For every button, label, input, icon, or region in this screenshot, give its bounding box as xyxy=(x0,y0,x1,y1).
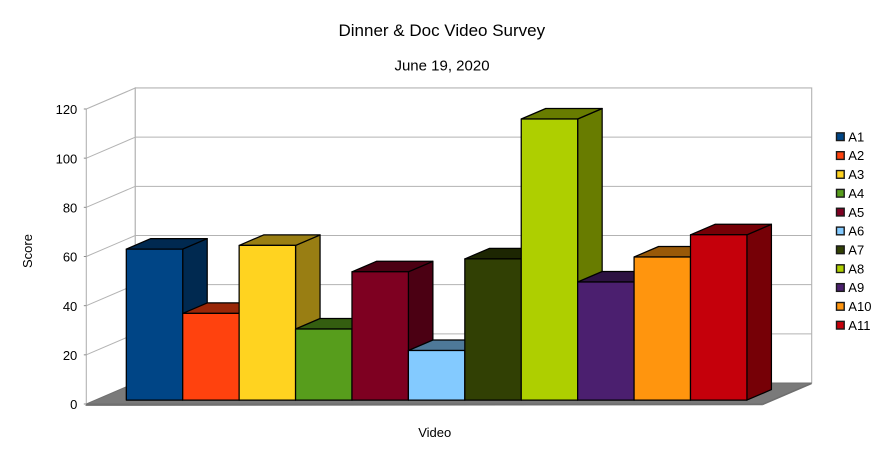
svg-text:A4: A4 xyxy=(848,186,864,201)
svg-text:A8: A8 xyxy=(848,261,864,276)
svg-text:0: 0 xyxy=(70,397,77,412)
svg-text:120: 120 xyxy=(56,102,78,117)
svg-text:Video: Video xyxy=(418,425,451,440)
svg-text:100: 100 xyxy=(56,151,78,166)
svg-text:A1: A1 xyxy=(848,129,864,144)
svg-text:A9: A9 xyxy=(848,280,864,295)
svg-text:A11: A11 xyxy=(848,318,870,333)
svg-text:80: 80 xyxy=(63,201,77,216)
svg-text:A3: A3 xyxy=(848,167,864,182)
svg-text:60: 60 xyxy=(63,250,77,265)
svg-text:A6: A6 xyxy=(848,224,864,239)
svg-text:20: 20 xyxy=(63,348,77,363)
svg-text:A2: A2 xyxy=(848,148,864,163)
svg-text:Score: Score xyxy=(20,234,35,268)
svg-text:A7: A7 xyxy=(848,242,864,257)
svg-text:40: 40 xyxy=(63,299,77,314)
svg-text:June 19, 2020: June 19, 2020 xyxy=(394,57,489,74)
svg-text:A10: A10 xyxy=(848,299,871,314)
svg-text:A5: A5 xyxy=(848,205,864,220)
svg-text:Dinner & Doc Video Survey: Dinner & Doc Video Survey xyxy=(338,21,545,40)
